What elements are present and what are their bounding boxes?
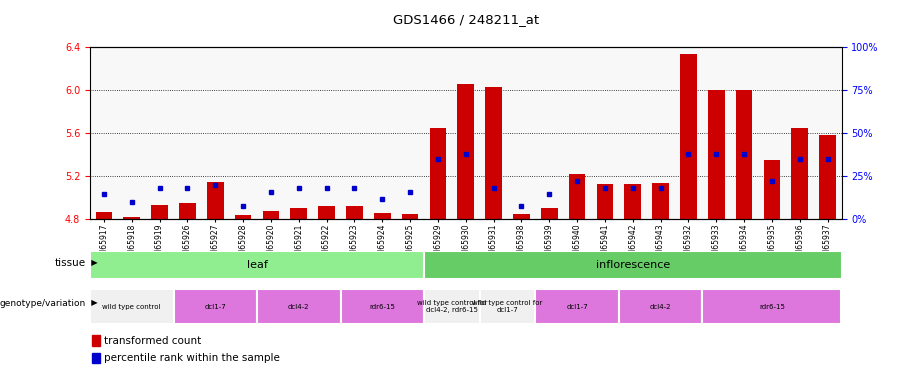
Bar xyxy=(257,289,340,324)
Bar xyxy=(340,289,424,324)
Text: percentile rank within the sample: percentile rank within the sample xyxy=(104,353,280,363)
Bar xyxy=(174,289,257,324)
Text: rdr6-15: rdr6-15 xyxy=(759,304,785,310)
Bar xyxy=(513,214,530,219)
Bar xyxy=(763,160,780,219)
Bar xyxy=(791,128,808,219)
Text: GDS1466 / 248211_at: GDS1466 / 248211_at xyxy=(392,13,539,26)
Bar xyxy=(424,251,842,279)
Bar xyxy=(457,84,474,219)
Bar xyxy=(536,289,619,324)
Bar xyxy=(179,203,196,219)
Text: dcl4-2: dcl4-2 xyxy=(650,304,671,310)
Bar xyxy=(597,184,613,219)
Bar xyxy=(95,212,112,219)
Bar xyxy=(90,251,424,279)
Bar xyxy=(541,207,558,219)
Bar xyxy=(424,289,480,324)
Text: transformed count: transformed count xyxy=(104,336,202,345)
Text: dcl1-7: dcl1-7 xyxy=(204,304,226,310)
Bar xyxy=(374,213,391,219)
Bar xyxy=(480,289,536,324)
Text: dcl4-2: dcl4-2 xyxy=(288,304,310,310)
Bar xyxy=(90,289,174,324)
Bar xyxy=(625,184,641,219)
Text: ▶: ▶ xyxy=(86,298,97,307)
Bar xyxy=(401,214,419,219)
Text: wild type control for
dcl4-2, rdr6-15: wild type control for dcl4-2, rdr6-15 xyxy=(417,300,487,313)
Bar xyxy=(207,182,223,219)
Bar xyxy=(735,90,752,219)
Bar xyxy=(485,87,502,219)
Text: dcl1-7: dcl1-7 xyxy=(566,304,588,310)
Bar xyxy=(346,206,363,219)
Bar xyxy=(702,289,842,324)
Bar xyxy=(291,207,307,219)
Text: tissue: tissue xyxy=(54,258,86,267)
Bar xyxy=(819,135,836,219)
Bar xyxy=(619,289,702,324)
Bar xyxy=(92,335,100,346)
Text: genotype/variation: genotype/variation xyxy=(0,298,86,307)
Text: rdr6-15: rdr6-15 xyxy=(369,304,395,310)
Bar xyxy=(680,54,697,219)
Text: wild type control for
dcl1-7: wild type control for dcl1-7 xyxy=(472,300,543,313)
Bar xyxy=(92,352,100,363)
Bar xyxy=(263,211,279,219)
Bar xyxy=(429,128,446,219)
Bar xyxy=(235,215,251,219)
Bar xyxy=(569,174,585,219)
Bar xyxy=(151,206,168,219)
Bar xyxy=(652,183,669,219)
Text: ▶: ▶ xyxy=(86,258,97,267)
Bar xyxy=(123,217,140,219)
Bar xyxy=(708,90,725,219)
Text: inflorescence: inflorescence xyxy=(596,260,670,270)
Bar xyxy=(319,206,335,219)
Text: wild type control: wild type control xyxy=(103,304,161,310)
Text: leaf: leaf xyxy=(247,260,267,270)
